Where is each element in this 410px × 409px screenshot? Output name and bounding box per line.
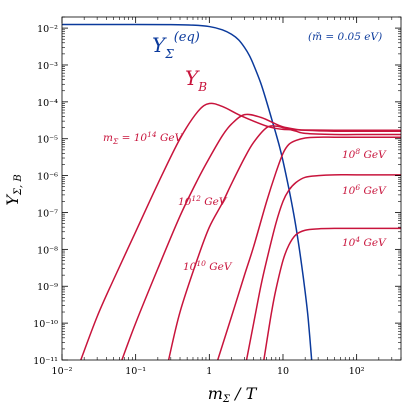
mass-label-1e12: 1012 GeV — [178, 194, 228, 208]
x-tick-label: 10² — [349, 366, 365, 377]
x-tick-label: 10⁻² — [52, 366, 73, 377]
y-tick-label: 10⁻⁸ — [37, 245, 58, 256]
y-tick-label: 10⁻⁵ — [37, 135, 58, 146]
y-axis-title: YΣ, B — [3, 174, 24, 205]
y-tick-label: 10⁻³ — [37, 61, 58, 72]
x-tick-label: 10⁻¹ — [125, 366, 146, 377]
mass-label-1e14: mΣ = 1014 GeV — [103, 130, 184, 146]
series-line-3 — [167, 125, 401, 360]
y-tick-label: 10⁻⁴ — [37, 98, 58, 109]
y-tick-label: 10⁻¹¹ — [33, 356, 58, 367]
mass-label-1e4: 104 GeV — [342, 235, 387, 249]
y-b-label: YB — [185, 66, 207, 94]
y-tick-label: 10⁻⁶ — [37, 172, 58, 183]
y-tick-label: 10⁻² — [37, 24, 58, 35]
mass-label-1e6: 106 GeV — [342, 183, 387, 197]
curves-layer — [62, 23, 401, 360]
series-line-5 — [245, 174, 401, 360]
mass-label-1e8: 108 GeV — [342, 147, 387, 161]
mass-label-1e10: 1010 GeV — [183, 259, 233, 273]
y-tick-label: 10⁻⁹ — [37, 282, 58, 293]
x-tick-label: 10 — [277, 366, 289, 377]
series-line-2 — [121, 113, 401, 360]
y-eq-label: YΣ(eq) — [152, 30, 200, 61]
series-line-4 — [217, 136, 401, 360]
y-tick-label: 10⁻⁷ — [37, 208, 58, 219]
x-tick-label: 1 — [206, 366, 212, 377]
parameter-annotation: (m̃ = 0.05 eV) — [308, 31, 382, 43]
y-tick-label: 10⁻¹⁰ — [33, 319, 58, 330]
x-axis-title: mΣ / T — [208, 384, 258, 405]
series-line-0 — [62, 23, 313, 360]
ticks-layer: 10⁻² 10⁻¹ 1 10 10² 10⁻² 10⁻³ 10⁻⁴ 10⁻⁵ 10⁻⁶ 10⁻⁷ 10… — [33, 16, 402, 377]
series-line-6 — [263, 227, 401, 360]
